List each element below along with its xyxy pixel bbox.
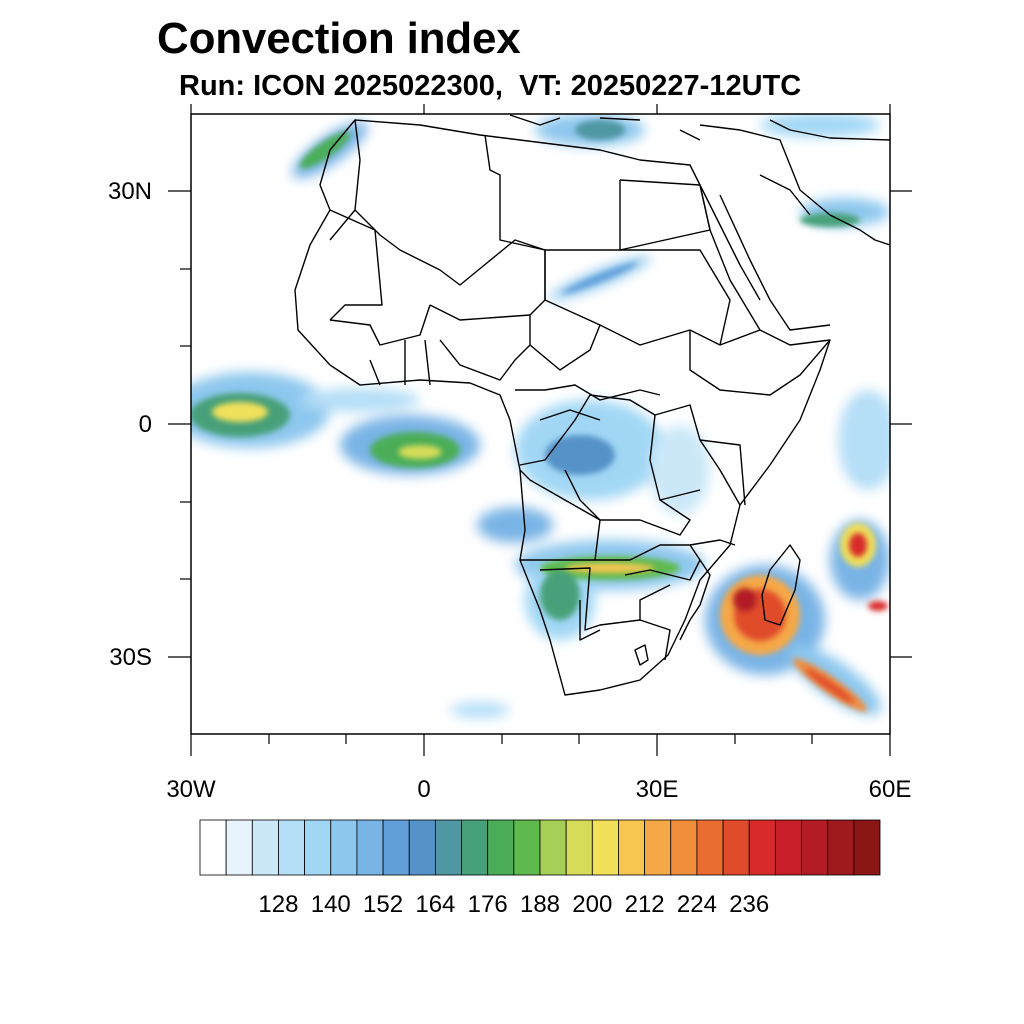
- colorbar-swatch: [487, 819, 515, 876]
- lon-label-30w: 30W: [166, 776, 216, 803]
- peak-zambia: [565, 563, 655, 573]
- peak-cyclone-eye: [733, 588, 757, 612]
- axis-ticks: [168, 104, 912, 756]
- blob-east-africa: [650, 425, 710, 515]
- colorbar-swatch: [199, 819, 227, 876]
- border-east-africa-lakes: [654, 404, 746, 506]
- peak-atlantic-west: [212, 402, 268, 422]
- colorbar-swatch: [330, 819, 358, 876]
- blob-atlantic-tongue: [300, 388, 420, 412]
- lon-label-0: 0: [417, 776, 430, 803]
- colorbar-tick-label: 164: [415, 891, 455, 918]
- country-boundaries: [294, 114, 890, 696]
- border-mozambique: [679, 539, 736, 641]
- lon-label-30e: 30E: [636, 776, 679, 803]
- border-algeria-south: [354, 209, 546, 286]
- colorbar-swatch: [565, 819, 593, 876]
- lat-label-30n: 30N: [108, 178, 152, 205]
- colorbar-swatch: [513, 819, 541, 876]
- blob-south-atlantic: [450, 702, 510, 718]
- colorbar-swatch: [696, 819, 724, 876]
- colorbar-swatch: [618, 819, 646, 876]
- border-zambia: [595, 544, 701, 581]
- mediterranean-north: [509, 114, 890, 141]
- colorbar-swatch: [434, 819, 462, 876]
- core-arabian-gulf: [800, 213, 860, 227]
- colorbar-tick-label: 188: [520, 891, 560, 918]
- peak-madagascar-east: [849, 533, 867, 557]
- colorbar: [199, 819, 881, 876]
- border-west-africa: [329, 304, 431, 386]
- border-namibia-botswana: [539, 567, 671, 631]
- colorbar-tick-label: 152: [363, 891, 403, 918]
- colorbar-swatch: [225, 819, 253, 876]
- border-libya: [484, 134, 621, 251]
- colorbar-tick-label: 212: [625, 891, 665, 918]
- colorbar-swatch: [774, 819, 802, 876]
- border-ethiopia: [689, 329, 831, 396]
- border-angola: [519, 469, 601, 561]
- axis-labels: 30N 0 30S 30W 0 30E 60E: [108, 178, 911, 803]
- colorbar-swatch: [408, 819, 436, 876]
- colorbar-tick-label: 236: [729, 891, 769, 918]
- colorbar-tick-label: 128: [258, 891, 298, 918]
- chart-subtitle: Run: ICON 2025022300, VT: 20250227-12UTC: [179, 70, 802, 102]
- lat-label-eq: 0: [139, 411, 152, 438]
- colorbar-swatch: [304, 819, 332, 876]
- border-chad-niger: [529, 250, 601, 371]
- colorbar-swatch: [278, 819, 306, 876]
- chart-title: Convection index: [157, 14, 521, 63]
- colorbar-swatch: [591, 819, 619, 876]
- colorbar-swatch: [461, 819, 489, 876]
- blob-levant: [760, 114, 880, 137]
- border-drc: [519, 394, 691, 536]
- colorbar-swatch: [356, 819, 384, 876]
- core-sahara-streak: [562, 262, 638, 294]
- colorbar-tick-label: 176: [468, 891, 508, 918]
- africa-coastline: [294, 119, 831, 696]
- lon-label-60e: 60E: [869, 776, 912, 803]
- colorbar-swatch: [382, 819, 410, 876]
- colorbar-tick-label: 140: [311, 891, 351, 918]
- madagascar: [761, 544, 801, 626]
- colorbar-swatch: [539, 819, 567, 876]
- colorbar-tick-label: 224: [677, 891, 717, 918]
- border-morocco-algeria: [329, 119, 361, 241]
- colorbar-swatch: [251, 819, 279, 876]
- red-sea-west: [699, 184, 761, 301]
- lat-label-30s: 30S: [109, 644, 152, 671]
- colorbar-swatch: [801, 819, 829, 876]
- colorbar-swatch: [670, 819, 698, 876]
- blob-indian-ocean: [838, 390, 890, 490]
- convection-field: [191, 114, 890, 718]
- colorbar-swatch: [853, 819, 881, 876]
- colorbar-swatch: [644, 819, 672, 876]
- border-south-africa: [579, 600, 671, 666]
- border-egypt: [619, 179, 711, 251]
- colorbar-swatch: [827, 819, 855, 876]
- peak-reunion: [868, 601, 888, 611]
- colorbar-tick-label: 200: [572, 891, 612, 918]
- core-congo: [545, 435, 615, 475]
- core-namibia: [540, 570, 580, 620]
- colorbar-labels: 128 140 152 164 176 188 200 212 224 236: [258, 891, 769, 918]
- peak-cyclone-tail: [805, 668, 855, 704]
- arabian-peninsula: [699, 124, 890, 331]
- border-mauritania-mali: [329, 209, 383, 321]
- colorbar-swatch: [722, 819, 750, 876]
- colorbar-swatch: [748, 819, 776, 876]
- border-central-africa: [515, 384, 661, 421]
- field-high-layer: [212, 402, 888, 704]
- peak-guinea: [398, 445, 442, 459]
- blob-angola-west: [477, 507, 553, 543]
- core-mediterranean-east: [575, 120, 625, 140]
- border-nigeria: [429, 304, 531, 381]
